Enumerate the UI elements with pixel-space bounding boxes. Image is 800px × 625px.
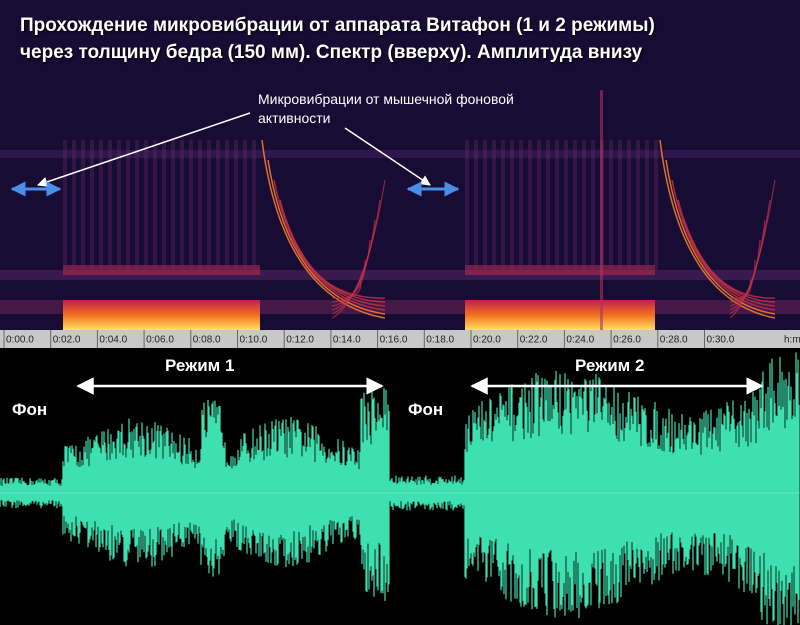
- pulse: [180, 140, 184, 270]
- chirp: [729, 259, 756, 303]
- time-ruler: [0, 330, 800, 348]
- pulse: [492, 140, 496, 270]
- pulse: [234, 140, 238, 270]
- chirp: [291, 239, 386, 299]
- chirp: [689, 239, 776, 299]
- pulse: [216, 140, 220, 270]
- hot-band: [465, 300, 655, 330]
- ruler-label: 0:04.0: [99, 335, 127, 346]
- ruler-unit: h:m: [784, 335, 800, 346]
- pulse: [627, 140, 631, 270]
- band: [0, 270, 800, 280]
- pulse: [243, 140, 247, 270]
- pulse: [519, 140, 523, 270]
- pulse: [654, 140, 658, 270]
- chirp: [729, 279, 752, 299]
- pulse: [189, 140, 193, 270]
- pulse: [645, 140, 649, 270]
- chirp: [671, 179, 776, 311]
- pulse: [171, 140, 175, 270]
- pulse: [144, 140, 148, 270]
- pulse: [135, 140, 139, 270]
- pulse: [636, 140, 640, 270]
- chirp: [729, 239, 761, 307]
- pulse: [474, 140, 478, 270]
- band: [465, 265, 655, 275]
- ruler-label: 0:08.0: [193, 335, 221, 346]
- waveform-label: Режим 1: [165, 356, 235, 375]
- waveform-label: Режим 2: [575, 356, 645, 375]
- chirp: [273, 179, 386, 311]
- pulse: [252, 140, 256, 270]
- ruler-label: 0:12.0: [286, 335, 314, 346]
- pulse: [618, 140, 622, 270]
- pulse: [99, 140, 103, 270]
- pulse: [465, 140, 469, 270]
- chirp: [331, 259, 366, 303]
- waveform: [0, 352, 800, 625]
- hot-band: [63, 300, 260, 330]
- arrow: [37, 112, 251, 187]
- pulse: [108, 140, 112, 270]
- ruler-label: 0:30.0: [707, 335, 735, 346]
- ruler-label: 0:10.0: [240, 335, 268, 346]
- ruler-label: 0:02.0: [53, 335, 81, 346]
- pulse: [483, 140, 487, 270]
- pulse: [153, 140, 157, 270]
- pulse: [564, 140, 568, 270]
- pulse: [117, 140, 121, 270]
- pulse: [81, 140, 85, 270]
- ruler-label: 0:06.0: [146, 335, 174, 346]
- chirp: [331, 219, 376, 311]
- chirp: [261, 139, 386, 319]
- pulse: [546, 140, 550, 270]
- annotation: Микровибрации от мышечной фоновой активн…: [258, 91, 514, 126]
- chirp: [267, 159, 386, 315]
- pulse: [198, 140, 202, 270]
- chirp: [659, 139, 776, 319]
- pulse: [510, 140, 514, 270]
- ruler-label: 0:14.0: [333, 335, 361, 346]
- pulse: [573, 140, 577, 270]
- pulse: [501, 140, 505, 270]
- pulse: [555, 140, 559, 270]
- pulse: [63, 140, 67, 270]
- waveform-trace: [0, 352, 800, 625]
- title: Прохождение микровибрации от аппарата Ви…: [20, 15, 655, 63]
- spectrogram-features: [0, 90, 800, 330]
- ruler-label: 0:16.0: [380, 335, 408, 346]
- pulse: [537, 140, 541, 270]
- ruler-label: 0:00.0: [6, 335, 34, 346]
- pulse: [72, 140, 76, 270]
- arrow: [344, 127, 431, 186]
- pulse: [126, 140, 130, 270]
- waveform-label: Фон: [408, 400, 444, 419]
- waveform-label: Фон: [12, 400, 48, 419]
- pulse: [582, 140, 586, 270]
- ruler-label: 0:24.0: [566, 335, 594, 346]
- chirp: [331, 239, 371, 307]
- pulse: [591, 140, 595, 270]
- ruler-label: 0:22.0: [520, 335, 548, 346]
- ruler-label: 0:20.0: [473, 335, 501, 346]
- band: [0, 150, 800, 158]
- chirp: [665, 159, 776, 315]
- band: [63, 265, 260, 275]
- pulse: [528, 140, 532, 270]
- vline: [600, 90, 603, 330]
- pulse: [609, 140, 613, 270]
- ruler-label: 0:18.0: [426, 335, 454, 346]
- pulse: [162, 140, 166, 270]
- ruler-label: 0:26.0: [613, 335, 641, 346]
- pulse: [225, 140, 229, 270]
- chirp: [331, 279, 362, 299]
- pulse: [90, 140, 94, 270]
- pulse: [207, 140, 211, 270]
- ruler-label: 0:28.0: [660, 335, 688, 346]
